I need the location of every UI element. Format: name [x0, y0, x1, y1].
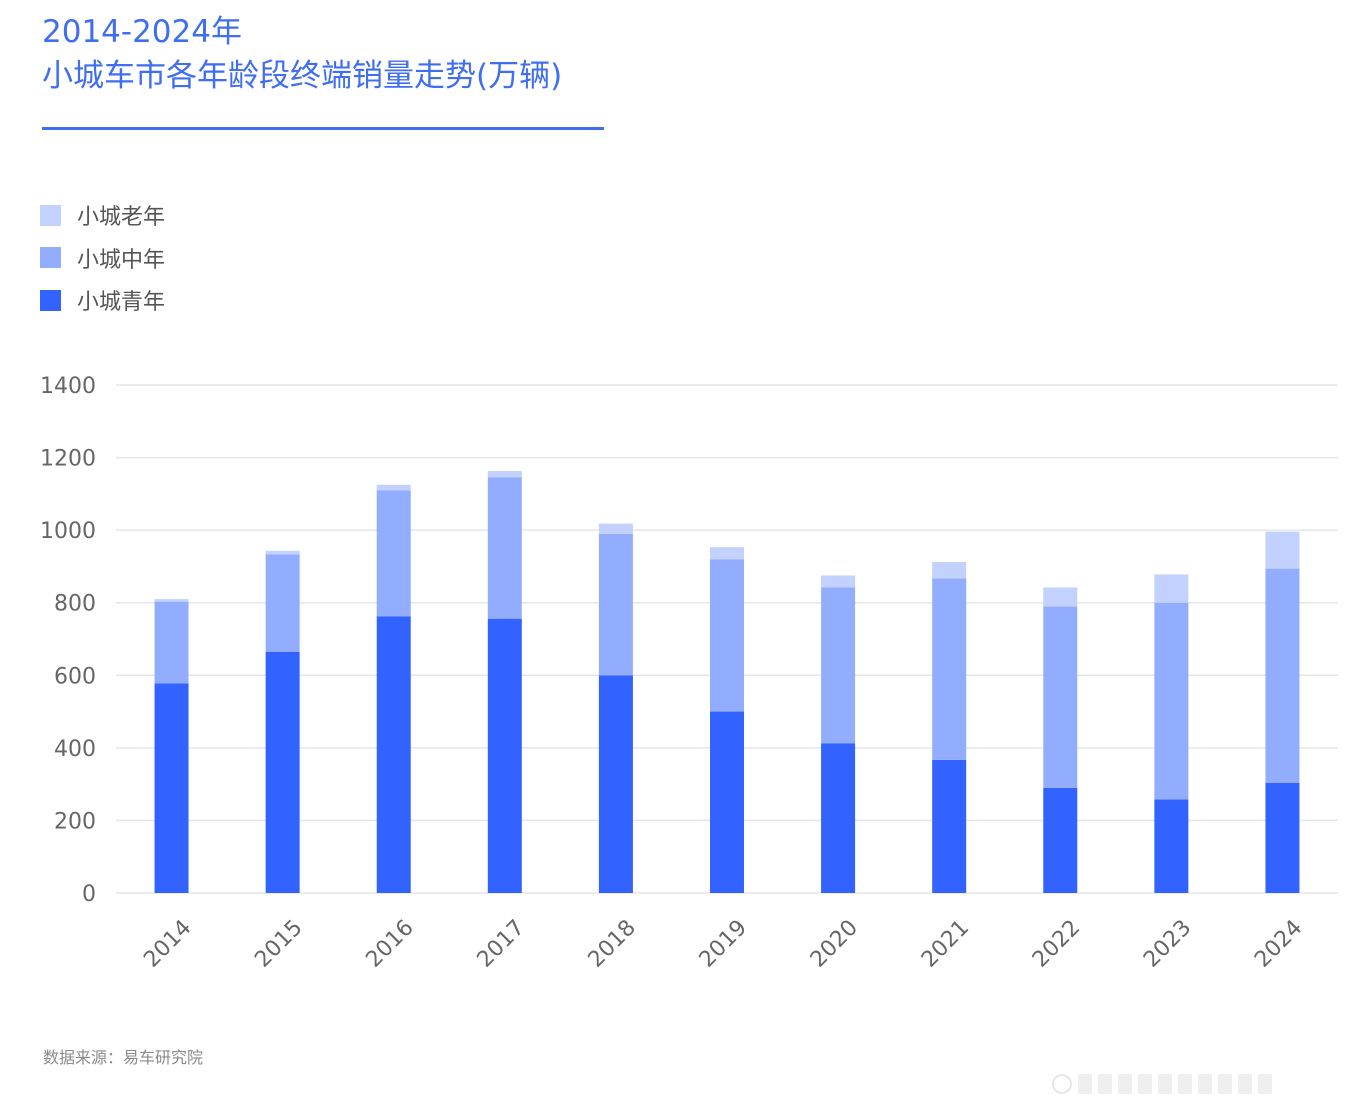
legend-swatch-young: [40, 289, 61, 311]
watermark-block: [1238, 1074, 1252, 1094]
bar-segment-old-2020: [821, 575, 856, 588]
bar-segment-old-2019: [710, 547, 744, 560]
bar-segment-old-2024: [1265, 531, 1300, 569]
bar-segment-old-2023: [1154, 574, 1189, 603]
x-tick-label: 2024: [1250, 915, 1307, 972]
bar-segment-old-2021: [932, 562, 967, 579]
bar-segment-young-2024: [1265, 782, 1300, 893]
bar-segment-young-2021: [932, 759, 967, 893]
watermark-block: [1158, 1074, 1172, 1094]
bar-segment-old-2018: [598, 523, 633, 534]
legend-label-middle: 小城中年: [77, 247, 166, 273]
x-tick-label: 2022: [1028, 915, 1085, 972]
bar-segment-young-2022: [1043, 787, 1078, 893]
legend-swatch-old: [40, 204, 61, 226]
legend-item-young: 小城青年: [40, 279, 165, 322]
watermark-block: [1138, 1074, 1152, 1094]
y-tick-label: 1000: [40, 519, 96, 544]
bar-segment-young-2018: [598, 675, 633, 893]
bar-segment-young-2015: [265, 651, 300, 893]
y-tick-label: 200: [54, 809, 96, 834]
y-tick-label: 800: [54, 592, 96, 617]
watermark-block: [1118, 1074, 1132, 1094]
x-tick-label: 2015: [250, 915, 307, 972]
bar-segment-middle-2024: [1265, 568, 1300, 783]
y-axis-tick-labels: 0 200 400 600 800 1000 1200 1400: [40, 374, 96, 907]
legend-swatch-middle: [40, 247, 61, 269]
bar-segment-middle-2022: [1043, 606, 1078, 788]
bar-segment-young-2017: [487, 618, 522, 893]
y-tick-label: 0: [82, 882, 96, 907]
watermark-block: [1198, 1074, 1212, 1094]
x-tick-label: 2017: [473, 915, 530, 972]
legend-item-old: 小城老年: [40, 194, 165, 237]
x-tick-label: 2014: [139, 915, 196, 972]
data-source-note: 数据来源：易车研究院: [43, 1048, 204, 1067]
x-tick-label: 2018: [584, 915, 641, 972]
bar-segment-middle-2015: [265, 554, 300, 652]
bar-segment-middle-2019: [710, 559, 744, 712]
bar-segment-middle-2021: [932, 578, 967, 760]
x-tick-label: 2016: [361, 915, 418, 972]
bar-segment-young-2019: [710, 711, 744, 893]
x-tick-label: 2023: [1139, 915, 1196, 972]
watermark-block: [1178, 1074, 1192, 1094]
bar-segment-young-2016: [376, 616, 411, 893]
title-underline: [42, 127, 604, 130]
bar-segment-middle-2014: [154, 601, 189, 684]
watermark-block: [1218, 1074, 1232, 1094]
bar-segment-old-2014: [154, 599, 189, 602]
chart-legend: 小城老年 小城中年 小城青年: [40, 194, 165, 322]
x-tick-label: 2021: [917, 915, 974, 972]
x-axis-tick-labels: 2014 2015 2016 2017 2018 2019 2020 2021 2022 2023…: [139, 915, 1307, 972]
bar-segment-young-2020: [821, 743, 856, 893]
bar-segment-old-2016: [376, 484, 411, 491]
bar-segment-middle-2018: [598, 533, 633, 676]
bar-segment-middle-2020: [821, 587, 856, 744]
chart-title-line-1: 2014-2024年: [42, 14, 242, 50]
y-tick-label: 400: [54, 737, 96, 762]
watermark-block: [1098, 1074, 1112, 1094]
bars: [154, 470, 1300, 893]
watermark-block: [1078, 1074, 1092, 1094]
y-tick-label: 1200: [40, 447, 96, 472]
watermark: [1052, 1072, 1340, 1096]
bar-segment-young-2014: [154, 683, 189, 893]
y-tick-label: 600: [54, 664, 96, 689]
legend-item-middle: 小城中年: [40, 237, 165, 280]
bar-segment-middle-2016: [376, 490, 411, 617]
bar-segment-old-2022: [1043, 587, 1078, 607]
bar-segment-old-2015: [265, 550, 300, 555]
bar-segment-young-2023: [1154, 799, 1189, 893]
x-tick-label: 2019: [695, 915, 752, 972]
watermark-circle: [1052, 1074, 1072, 1094]
legend-label-old: 小城老年: [77, 205, 166, 231]
chart-title: 2014-2024年 小城车市各年龄段终端销量走势(万辆): [42, 10, 562, 98]
x-tick-label: 2020: [806, 915, 863, 972]
bar-segment-middle-2023: [1154, 602, 1189, 800]
bar-segment-middle-2017: [487, 477, 522, 619]
watermark-block: [1258, 1074, 1272, 1094]
chart-title-line-2: 小城车市各年龄段终端销量走势(万辆): [42, 58, 563, 94]
bar-segment-old-2017: [487, 470, 522, 478]
legend-label-young: 小城青年: [77, 290, 166, 316]
y-tick-label: 1400: [40, 374, 96, 399]
